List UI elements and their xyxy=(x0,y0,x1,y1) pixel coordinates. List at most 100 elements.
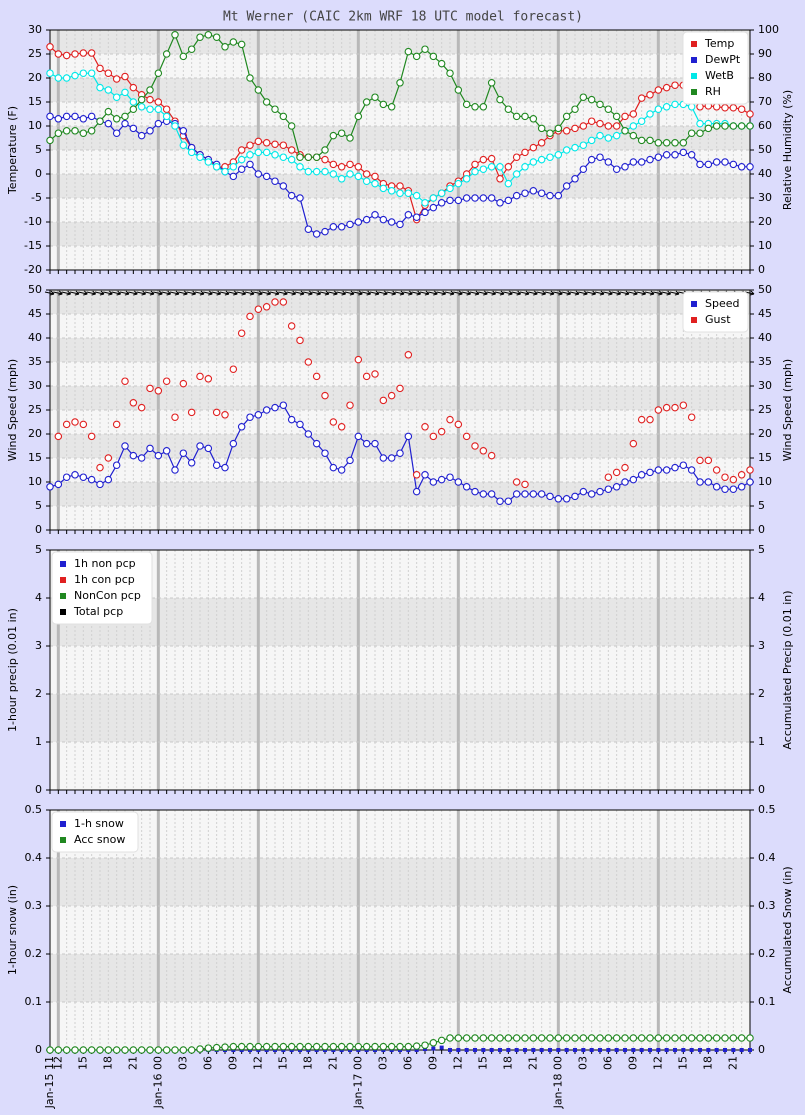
marker xyxy=(498,1048,502,1052)
wind-barb xyxy=(553,290,563,296)
y-tick-label: 30 xyxy=(28,379,42,392)
marker xyxy=(354,218,363,226)
wind-barb xyxy=(403,290,413,296)
marker xyxy=(146,127,154,135)
marker xyxy=(537,155,546,164)
marker xyxy=(104,69,113,77)
marker xyxy=(571,105,579,113)
marker xyxy=(662,466,671,474)
marker xyxy=(737,122,746,130)
marker xyxy=(279,1042,288,1051)
marker xyxy=(429,203,438,212)
marker xyxy=(396,220,404,229)
y-tick-label: -20 xyxy=(24,263,42,276)
marker xyxy=(154,105,163,113)
marker xyxy=(312,167,321,176)
marker xyxy=(112,1046,121,1054)
marker xyxy=(179,127,188,135)
marker xyxy=(429,52,438,61)
wind-barb xyxy=(228,290,238,296)
marker xyxy=(271,298,279,306)
y-axis-label: Wind Speed (mph) xyxy=(6,359,19,461)
marker xyxy=(321,155,329,164)
y2-tick-label: 0 xyxy=(758,523,765,536)
marker xyxy=(204,31,213,39)
marker xyxy=(579,122,588,130)
marker xyxy=(212,163,221,171)
wind-barb xyxy=(611,290,622,296)
wind-barb xyxy=(144,290,155,296)
marker xyxy=(687,1034,696,1042)
marker xyxy=(687,466,696,474)
marker xyxy=(121,88,129,97)
marker xyxy=(462,483,471,491)
marker xyxy=(54,115,63,123)
marker xyxy=(712,1034,721,1042)
marker xyxy=(462,194,471,202)
wind-barb xyxy=(136,290,147,296)
marker xyxy=(162,50,171,58)
marker xyxy=(487,194,496,202)
marker xyxy=(712,158,721,166)
marker xyxy=(62,74,71,82)
marker xyxy=(646,155,654,164)
marker xyxy=(296,194,304,202)
marker xyxy=(696,129,704,137)
x-tick-label: 18 xyxy=(501,1056,514,1070)
x-tick-label: 15 xyxy=(676,1056,689,1070)
y2-tick-label: 0 xyxy=(758,263,765,276)
marker xyxy=(596,119,604,128)
marker xyxy=(462,100,471,109)
y-tick-label: 20 xyxy=(28,71,42,84)
marker xyxy=(596,100,604,109)
marker xyxy=(579,1034,588,1042)
marker xyxy=(146,1046,154,1054)
marker xyxy=(371,179,379,188)
marker xyxy=(481,1048,486,1052)
wind-barb xyxy=(94,290,105,296)
marker xyxy=(129,83,138,92)
marker xyxy=(279,141,288,149)
y-tick-label: 20 xyxy=(28,427,42,440)
marker xyxy=(337,1042,346,1051)
y-tick-label: 15 xyxy=(28,95,42,108)
marker xyxy=(429,1039,438,1047)
x-tick-label: 18 xyxy=(301,1056,314,1070)
y-tick-label: 4 xyxy=(35,591,42,604)
marker xyxy=(146,384,154,393)
marker xyxy=(187,1046,196,1054)
marker xyxy=(696,103,704,111)
marker xyxy=(737,1034,746,1042)
marker xyxy=(229,38,238,46)
marker xyxy=(346,1042,354,1051)
marker xyxy=(254,1042,263,1051)
y-tick-label: 10 xyxy=(28,119,42,132)
marker xyxy=(746,466,754,474)
marker xyxy=(737,483,746,491)
wind-barb xyxy=(536,290,547,296)
marker xyxy=(639,1048,644,1052)
y2-tick-label: 50 xyxy=(758,143,772,156)
marker xyxy=(471,194,479,202)
marker xyxy=(704,1034,713,1042)
y2-axis-label: Wind Speed (mph) xyxy=(781,359,794,461)
marker xyxy=(337,175,346,183)
marker xyxy=(446,473,454,481)
y2-tick-label: 40 xyxy=(758,167,772,180)
y2-tick-label: 5 xyxy=(758,499,765,512)
marker xyxy=(529,143,538,152)
plot-frame xyxy=(49,29,751,271)
marker xyxy=(704,124,713,133)
marker xyxy=(748,1048,752,1052)
marker xyxy=(54,50,63,58)
marker xyxy=(446,1034,454,1042)
marker xyxy=(454,86,463,94)
marker xyxy=(329,1042,338,1051)
marker xyxy=(62,1046,71,1054)
marker xyxy=(412,487,421,496)
marker xyxy=(729,104,738,112)
wind-barb xyxy=(61,290,72,296)
marker xyxy=(237,165,246,173)
x-tick-label: 09 xyxy=(226,1056,239,1070)
marker xyxy=(196,372,204,381)
